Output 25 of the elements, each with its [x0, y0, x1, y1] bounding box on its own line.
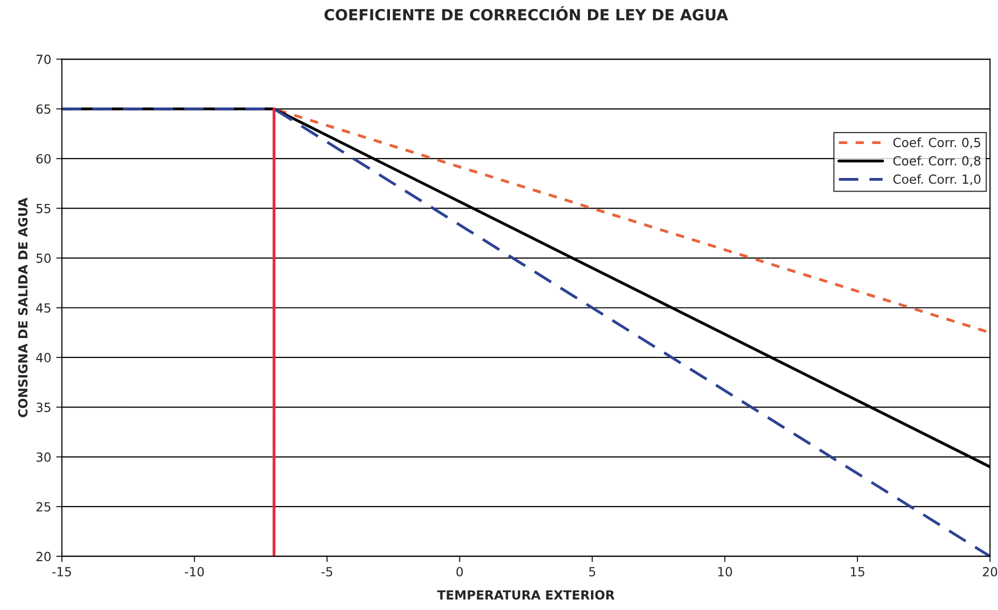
x-tick-label: -15 — [52, 567, 71, 576]
y-axis-title: CONSIGNA DE SALIDA DE AGUA — [18, 198, 28, 418]
y-tick-label: 70 — [36, 54, 51, 64]
x-tick-label: 5 — [589, 567, 596, 576]
legend-label: Coef. Corr. 0,8 — [893, 156, 980, 167]
x-tick-label: -10 — [184, 566, 204, 576]
legend-label: Coef. Corr. 1,0 — [893, 174, 980, 186]
x-axis-title: TEMPERATURA EXTERIOR — [437, 590, 615, 600]
y-tick-label: 20 — [36, 552, 51, 562]
y-tick-label: 50 — [36, 254, 51, 263]
y-tick-label: 40 — [36, 352, 51, 362]
chart-title: COEFICIENTE DE CORRECCIÓN DE LEY DE AGUA — [324, 6, 728, 20]
y-tick-label: 55 — [36, 204, 50, 214]
x-tick-label: 20 — [982, 566, 998, 576]
y-tick-label: 65 — [36, 104, 50, 114]
legend-label: Coef. Corr. 0,5 — [893, 138, 980, 148]
y-tick-label: 25 — [36, 502, 50, 512]
y-tick-label: 35 — [36, 402, 50, 412]
y-tick-label: 45 — [36, 303, 50, 313]
x-tick-label: -5 — [321, 567, 332, 576]
x-tick-label: 0 — [456, 566, 463, 576]
y-tick-label: 60 — [36, 154, 51, 164]
x-tick-label: 10 — [718, 566, 732, 576]
y-tick-label: 30 — [36, 452, 51, 462]
x-tick-label: 15 — [850, 567, 864, 576]
